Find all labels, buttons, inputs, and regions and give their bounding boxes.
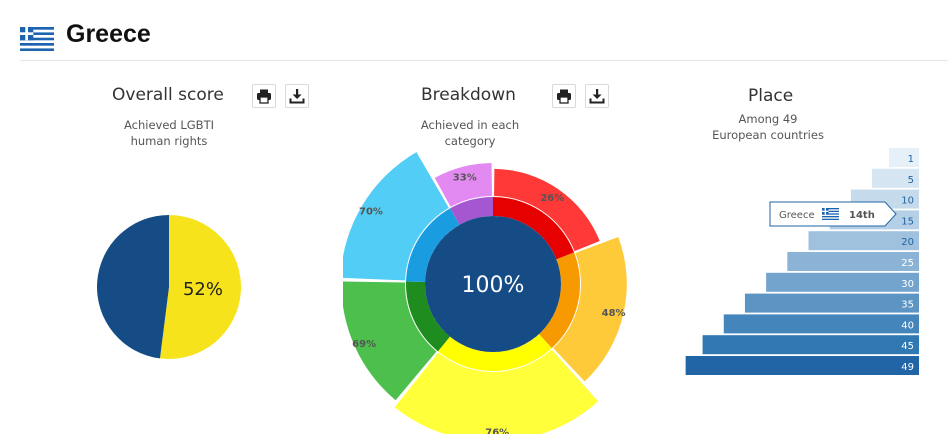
breakdown-inner-segment-5[interactable] — [406, 208, 460, 283]
place-bar-35[interactable] — [744, 293, 919, 313]
place-bar-45[interactable] — [702, 335, 919, 355]
breakdown-inner-segment-4[interactable] — [406, 281, 450, 352]
pie-slice-2[interactable] — [97, 215, 169, 359]
place-bar-label: 35 — [901, 300, 914, 311]
overall-subtitle-line1: Achieved LGBTI — [123, 118, 214, 132]
place-bar-label: 10 — [901, 196, 914, 207]
place-bar-25[interactable] — [787, 252, 919, 271]
breakdown-center-label: 100% — [462, 273, 525, 298]
breakdown-segment-label: 69% — [352, 339, 376, 350]
breakdown-download-button[interactable] — [585, 84, 609, 108]
breakdown-title: Breakdown — [421, 85, 516, 105]
breakdown-subtitle-line1: Achieved in each — [420, 118, 520, 132]
breakdown-inner-segment-1[interactable] — [493, 197, 575, 260]
tooltip-rank: 14th — [849, 210, 875, 221]
place-bar-label: 15 — [901, 216, 914, 227]
place-title: Place — [748, 86, 794, 106]
place-bar-label: 20 — [901, 237, 914, 248]
breakdown-print-button[interactable] — [552, 84, 576, 108]
breakdown-outer-segment-3[interactable] — [394, 349, 599, 434]
breakdown-outer-segment-4[interactable] — [343, 281, 437, 401]
print-icon — [257, 89, 271, 104]
place-subtitle: Among 49 European countries — [698, 111, 838, 143]
breakdown-segment-label: 48% — [602, 308, 626, 319]
pie-slice-label: 52% — [183, 279, 223, 300]
breakdown-segment-label: 70% — [359, 206, 383, 217]
place-bar-label: 25 — [901, 258, 914, 269]
download-icon — [289, 89, 305, 104]
overall-score-title: Overall score — [112, 85, 224, 105]
breakdown-segment-label: 33% — [453, 173, 477, 184]
overall-download-button[interactable] — [285, 84, 309, 108]
place-bar-label: 5 — [908, 175, 914, 186]
place-bar-40[interactable] — [723, 314, 919, 334]
place-bar-label: 45 — [901, 341, 914, 352]
place-bar-49[interactable] — [685, 356, 919, 375]
place-bar-label: 1 — [908, 154, 914, 165]
place-bar-label: 40 — [901, 320, 914, 331]
breakdown-outer-segment-5[interactable] — [343, 152, 449, 281]
overall-print-button[interactable] — [252, 84, 276, 108]
overall-score-pie: 52% — [97, 215, 242, 359]
breakdown-chart: 26% 48% 76% 69% 70% 33% 100% — [343, 152, 627, 434]
breakdown-outer-segment-6[interactable] — [434, 162, 492, 207]
page-header: Greece — [0, 0, 952, 61]
breakdown-inner-segment-2[interactable] — [538, 252, 580, 349]
place-bar-label: 49 — [901, 362, 914, 373]
breakdown-segment-label: 26% — [540, 193, 564, 204]
greece-flag-icon — [20, 27, 54, 51]
breakdown-outer-segment-2[interactable] — [553, 236, 627, 382]
place-bar-20[interactable] — [808, 231, 919, 251]
place-bar-label: 30 — [901, 279, 914, 290]
place-tooltip: Greece 14th — [769, 201, 897, 227]
breakdown-segment-label: 76% — [485, 428, 509, 434]
breakdown-center — [425, 216, 561, 352]
tooltip-country: Greece — [779, 210, 815, 221]
page-title: Greece — [66, 20, 151, 48]
place-subtitle-line2: European countries — [712, 128, 824, 142]
place-bar-30[interactable] — [766, 272, 919, 292]
place-bar-1[interactable] — [889, 148, 919, 167]
breakdown-inner-segment-6[interactable] — [450, 197, 493, 225]
pie-slice-1[interactable] — [159, 215, 242, 359]
breakdown-outer-segment-1[interactable] — [494, 168, 600, 252]
place-bar-5[interactable] — [872, 168, 919, 188]
breakdown-subtitle-line2: category — [444, 134, 496, 148]
header-divider — [20, 60, 948, 61]
breakdown-inner-segment-3[interactable] — [437, 334, 552, 371]
place-subtitle-line1: Among 49 — [738, 112, 798, 126]
greece-flag-icon — [822, 208, 839, 220]
print-icon — [557, 89, 571, 104]
download-icon — [589, 89, 605, 104]
overall-subtitle: Achieved LGBTI human rights — [89, 117, 249, 149]
overall-subtitle-line2: human rights — [130, 134, 208, 148]
breakdown-subtitle: Achieved in each category — [400, 117, 540, 149]
